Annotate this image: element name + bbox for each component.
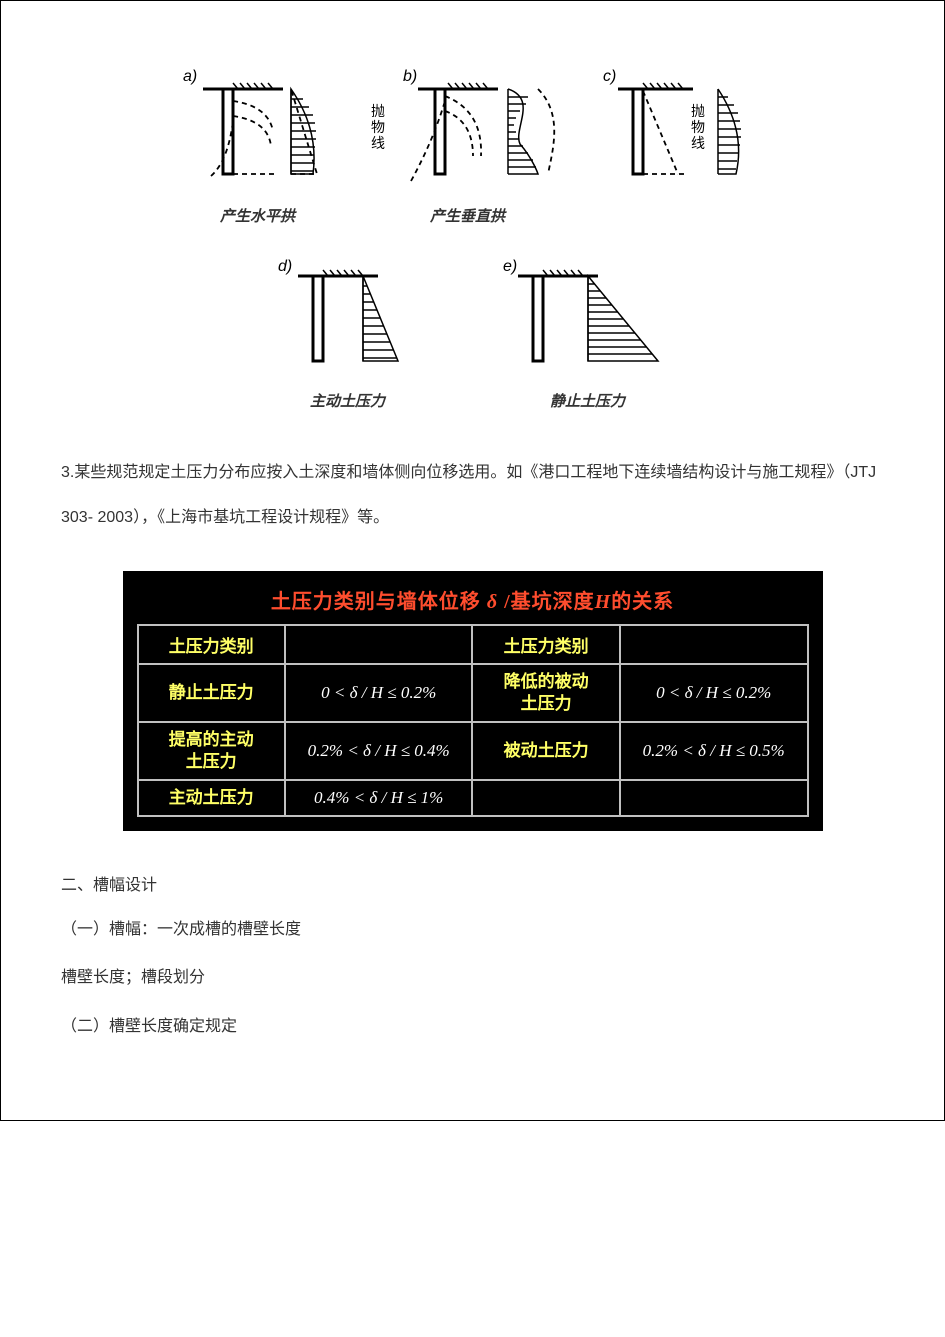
figure-caption-d: 主动土压力 [263, 390, 433, 411]
figure-row-2: d) [163, 246, 783, 411]
table-row: 提高的主动土压力 0.2% < δ / H ≤ 0.4% 被动土压力 0.2% … [138, 722, 808, 780]
table-cell: 0.2% < δ / H ≤ 0.5% [620, 722, 808, 780]
subsection-2: （二）槽壁长度确定规定 [61, 1012, 884, 1042]
figure-tag-e: e) [503, 258, 517, 275]
table-header: 土压力类别 [472, 625, 619, 664]
table-cell: 0.4% < δ / H ≤ 1% [285, 780, 473, 816]
table-row: 静止土压力 0 < δ / H ≤ 0.2% 降低的被动土压力 0 < δ / … [138, 664, 808, 722]
table-header: 土压力类别 [138, 625, 285, 664]
figure-tag-c: c) [603, 68, 616, 85]
table-cell: 降低的被动土压力 [472, 664, 619, 722]
figure-caption-b: 产生垂直拱 [363, 205, 573, 226]
document-page: a) [0, 0, 945, 1121]
table-cell: 被动土压力 [472, 722, 619, 780]
figure-c: c) 抛物线 [593, 61, 773, 226]
table-cell: 主动土压力 [138, 780, 285, 816]
figure-e: e) [493, 246, 683, 411]
figure-b: b) 抛物线 [363, 61, 573, 226]
figure-row-1: a) [163, 61, 783, 226]
figure-tag-a: a) [183, 68, 197, 85]
table-title: 土压力类别与墙体位移 δ /基坑深度H的关系 [137, 581, 809, 624]
table-cell [472, 780, 619, 816]
figure-block: a) [163, 61, 783, 411]
table-header-row: 土压力类别 土压力类别 [138, 625, 808, 664]
earth-pressure-table: 土压力类别 土压力类别 静止土压力 0 < δ / H ≤ 0.2% 降低的被动… [137, 624, 809, 817]
figure-caption-a: 产生水平拱 [173, 205, 343, 226]
subsection-1: （一）槽幅：一次成槽的槽壁长度 [61, 915, 884, 945]
table-cell [620, 780, 808, 816]
paragraph-line: 槽壁长度；槽段划分 [61, 963, 884, 993]
table-cell: 0 < δ / H ≤ 0.2% [620, 664, 808, 722]
table-header [285, 625, 473, 664]
table-row: 主动土压力 0.4% < δ / H ≤ 1% [138, 780, 808, 816]
figure-sidelabel-c: 抛物线 [691, 104, 705, 152]
figure-caption-e: 静止土压力 [493, 390, 683, 411]
table-cell: 0 < δ / H ≤ 0.2% [285, 664, 473, 722]
table-cell: 提高的主动土压力 [138, 722, 285, 780]
table-cell: 0.2% < δ / H ≤ 0.4% [285, 722, 473, 780]
section-heading-2: 二、槽幅设计 [61, 871, 884, 895]
table-cell: 静止土压力 [138, 664, 285, 722]
figure-d: d) [263, 246, 433, 411]
figure-tag-b: b) [403, 68, 417, 85]
figure-tag-d: d) [278, 258, 292, 275]
table-header [620, 625, 808, 664]
figure-a: a) [173, 61, 343, 226]
figure-sidelabel-b: 抛物线 [371, 104, 385, 152]
paragraph-3: 3.某些规范规定土压力分布应按入土深度和墙体侧向位移选用。如《港口工程地下连续墙… [61, 451, 884, 541]
earth-pressure-table-container: 土压力类别与墙体位移 δ /基坑深度H的关系 土压力类别 土压力类别 静止土压力… [123, 571, 823, 831]
